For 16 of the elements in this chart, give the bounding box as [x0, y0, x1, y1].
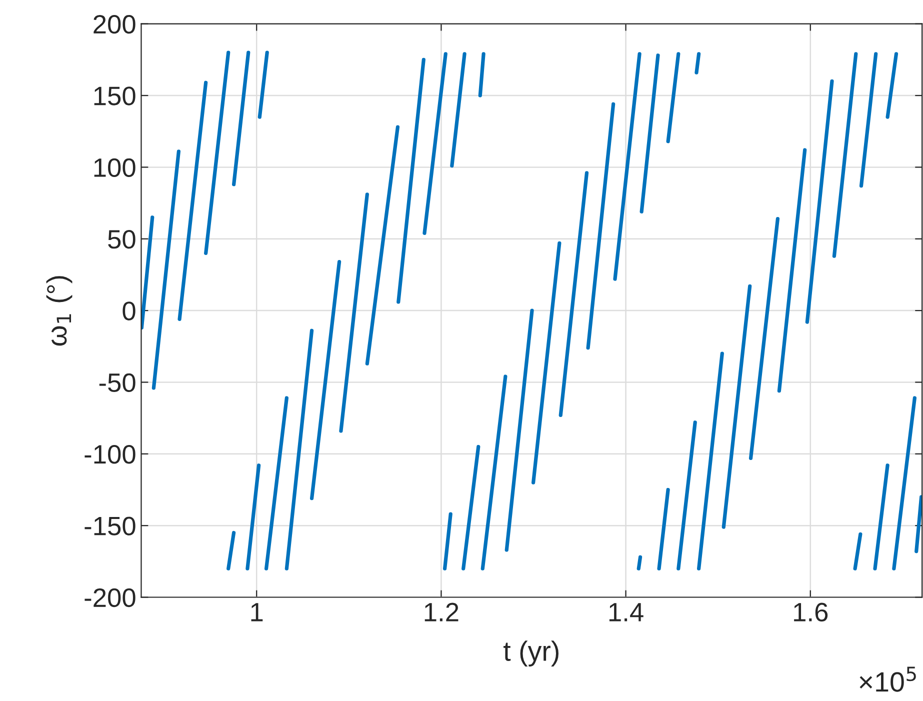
y-tick-label: -100 [84, 445, 136, 464]
x-tick-label: 1 [251, 603, 263, 622]
y-tick-label: 50 [108, 230, 136, 249]
x-axis-title: t (yr) [504, 640, 558, 666]
text: ×10$^{5}$ [860, 666, 916, 692]
y-tick-label: 0 [122, 302, 136, 320]
y-axis-title: ω$_{1}$ (°) [46, 276, 72, 346]
y-tick-label: -50 [99, 373, 136, 392]
y-tick-label: 200 [94, 14, 136, 34]
x-tick-label: 1.4 [609, 603, 644, 622]
y-tick-label: -200 [84, 588, 136, 608]
y-tick-label: -150 [84, 516, 136, 536]
y-tick-label: 100 [94, 158, 136, 178]
y-tick-label: 150 [94, 86, 136, 106]
x-tick-label: 1.2 [424, 602, 458, 622]
x-tick-label: 1.6 [794, 602, 828, 622]
